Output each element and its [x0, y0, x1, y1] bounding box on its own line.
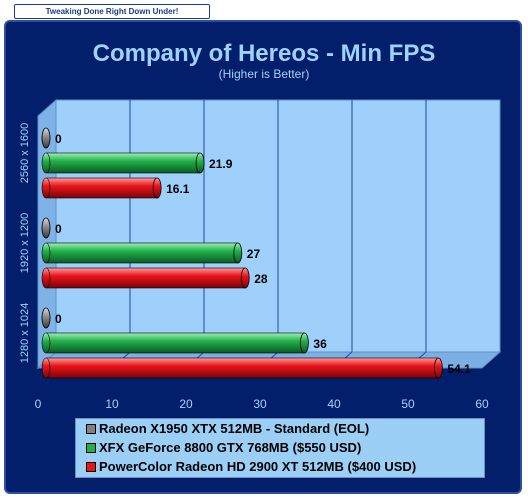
- x-tick-label: 20: [179, 397, 193, 411]
- bar-end-cap: [41, 217, 51, 239]
- category-label: 1920 x 1200: [19, 213, 31, 274]
- bar-start-cap: [41, 242, 51, 264]
- bar-end-cap: [233, 242, 243, 264]
- x-tick-label: 40: [327, 397, 341, 411]
- bar-end-cap: [240, 267, 250, 289]
- bar-end-cap: [152, 177, 162, 199]
- legend-swatch: [86, 461, 96, 472]
- bar-end-cap: [195, 152, 205, 174]
- bar: [45, 242, 239, 264]
- bar: [45, 152, 201, 174]
- data-label: 16.1: [166, 182, 190, 196]
- legend-label: Radeon X1950 XTX 512MB - Standard (EOL): [99, 421, 370, 436]
- bar: [45, 332, 305, 354]
- bar-end-cap: [299, 332, 309, 354]
- legend-item: XFX GeForce 8800 GTX 768MB ($550 USD): [86, 439, 361, 457]
- legend-swatch: [86, 442, 96, 453]
- bar-start-cap: [41, 267, 51, 289]
- x-tick-label: 10: [105, 397, 119, 411]
- data-label: 27: [247, 247, 261, 261]
- x-tick-label: 50: [401, 397, 415, 411]
- category-label: 2560 x 1600: [19, 123, 31, 184]
- bar-start-cap: [41, 357, 51, 379]
- data-label: 0: [55, 312, 62, 326]
- legend-item: Radeon X1950 XTX 512MB - Standard (EOL): [86, 420, 369, 438]
- data-label: 0: [55, 222, 62, 236]
- data-label: 21.9: [209, 157, 233, 171]
- legend-label: PowerColor Radeon HD 2900 XT 512MB ($400…: [99, 459, 417, 474]
- bar-end-cap: [41, 307, 51, 329]
- x-tick-label: 30: [253, 397, 267, 411]
- legend-item: PowerColor Radeon HD 2900 XT 512MB ($400…: [86, 458, 416, 476]
- data-label: 28: [254, 272, 268, 286]
- category-label: 1280 x 1024: [19, 303, 31, 364]
- bar: [45, 267, 246, 289]
- bar-end-cap: [433, 357, 443, 379]
- bar-end-cap: [41, 127, 51, 149]
- bar-start-cap: [41, 332, 51, 354]
- legend-swatch: [86, 423, 96, 434]
- legend: Radeon X1950 XTX 512MB - Standard (EOL) X…: [75, 418, 485, 478]
- data-label: 0: [55, 132, 62, 146]
- bar: [45, 177, 158, 199]
- bar: [45, 357, 439, 379]
- chart-title: Company of Hereos - Min FPS: [92, 40, 436, 67]
- bar-start-cap: [41, 152, 51, 174]
- legend-label: XFX GeForce 8800 GTX 768MB ($550 USD): [99, 440, 362, 455]
- bar-start-cap: [41, 177, 51, 199]
- site-banner: Tweaking Done Right Down Under!: [14, 4, 210, 19]
- x-tick-label: 0: [35, 397, 42, 411]
- chart-subtitle: (Higher is Better): [218, 67, 310, 81]
- x-tick-label: 60: [475, 397, 489, 411]
- data-label: 54.1: [447, 362, 471, 376]
- data-label: 36: [313, 337, 327, 351]
